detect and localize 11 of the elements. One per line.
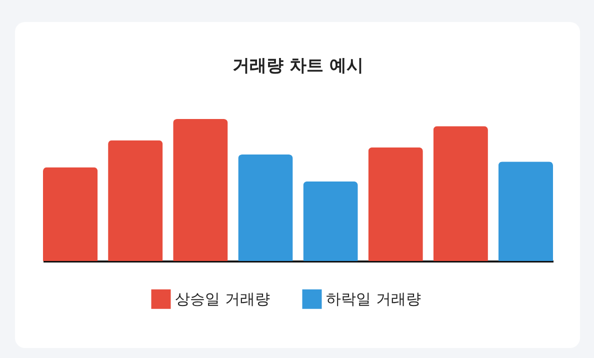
legend-label: 하락일 거래량 <box>326 290 421 308</box>
bar <box>433 126 488 261</box>
bar <box>368 147 423 261</box>
bar <box>173 119 228 261</box>
bar <box>238 154 293 261</box>
legend-label: 상승일 거래량 <box>175 290 270 308</box>
bar <box>498 162 553 261</box>
chart-title: 거래량 차트 예시 <box>232 56 364 76</box>
bar <box>43 167 98 261</box>
bar <box>108 140 163 261</box>
bar <box>303 181 358 261</box>
